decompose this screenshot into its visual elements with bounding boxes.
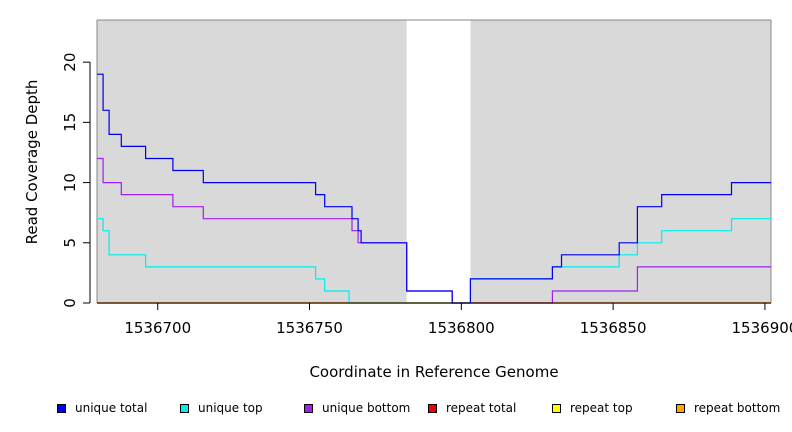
legend-label: unique top xyxy=(198,401,263,415)
x-axis-title: Coordinate in Reference Genome xyxy=(309,363,558,381)
series-line-unique-bottom xyxy=(97,157,771,304)
y-tick-label: 0 xyxy=(61,298,79,308)
legend-swatch xyxy=(57,403,66,413)
x-tick-label: 1536750 xyxy=(276,319,343,337)
x-tick-label: 1536900 xyxy=(732,319,792,337)
legend-swatch xyxy=(552,403,561,413)
legend-item-unique-total: unique total xyxy=(57,400,147,416)
y-tick-label: 5 xyxy=(61,238,79,248)
legend-item-unique-top: unique top xyxy=(180,400,263,416)
x-tick-label: 1536800 xyxy=(428,319,495,337)
legend-label: repeat bottom xyxy=(694,401,781,415)
legend-item-repeat-total: repeat total xyxy=(428,400,516,416)
y-tick-label: 15 xyxy=(61,113,79,132)
legend-item-repeat-bottom: repeat bottom xyxy=(676,400,780,416)
y-tick-label: 10 xyxy=(61,173,79,192)
legend-swatch xyxy=(428,403,437,413)
legend-item-unique-bottom: unique bottom xyxy=(304,400,410,416)
coverage-background-right xyxy=(470,20,771,303)
x-tick-label: 1536700 xyxy=(124,319,191,337)
coverage-background-left xyxy=(97,20,407,303)
legend-label: unique bottom xyxy=(322,401,411,415)
legend-swatch xyxy=(676,403,685,413)
plot-background xyxy=(96,19,772,303)
legend-swatch xyxy=(180,403,189,413)
legend-label: repeat total xyxy=(446,401,517,415)
legend-swatch xyxy=(304,403,313,413)
legend-label: repeat top xyxy=(570,401,633,415)
series-line-unique-total xyxy=(97,73,771,304)
y-tick-label: 20 xyxy=(61,53,79,72)
y-axis-title: Read Coverage Depth xyxy=(23,80,41,245)
legend: unique total unique top unique bottom repea… xyxy=(0,400,792,420)
x-tick-label: 1536850 xyxy=(580,319,647,337)
legend-label: unique total xyxy=(75,401,148,415)
legend-item-repeat-top: repeat top xyxy=(552,400,633,416)
axes-layer: 1536700 1536750 1536800 1536850 1536900 0 5 10 1… xyxy=(61,53,792,337)
coverage-chart: 1536700 1536750 1536800 1536850 1536900 0 5 10 1… xyxy=(23,19,792,381)
